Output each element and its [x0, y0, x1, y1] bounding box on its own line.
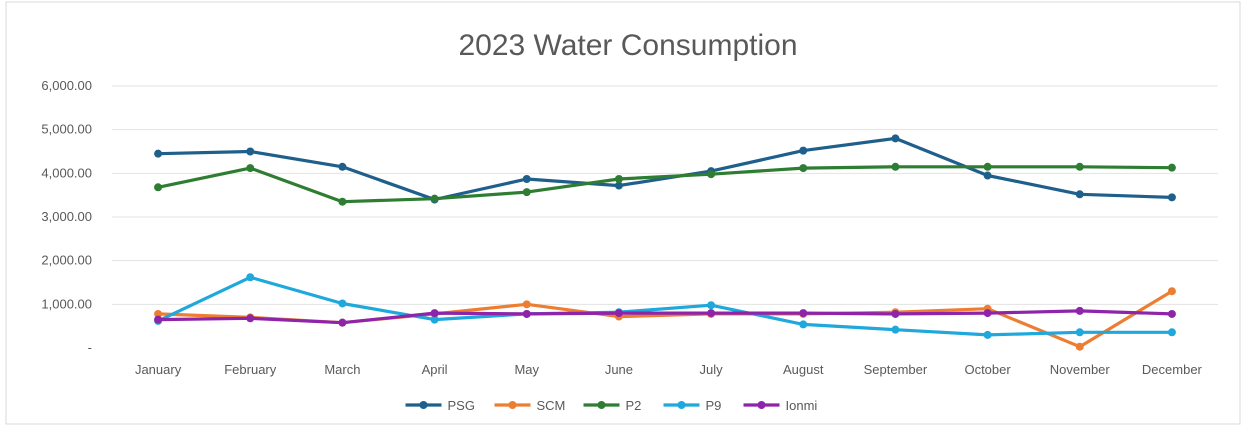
legend-swatch-marker: [597, 401, 606, 409]
data-point-p2: [799, 164, 808, 173]
data-point-ionmi: [983, 309, 992, 318]
data-point-psg: [799, 146, 808, 155]
data-point-ionmi: [891, 309, 900, 318]
legend-label: Ionmi: [786, 398, 818, 413]
data-point-p9: [1167, 328, 1176, 337]
x-tick-label: November: [1050, 362, 1111, 377]
data-point-p9: [799, 320, 808, 329]
data-point-psg: [246, 147, 255, 156]
y-tick-label: 3,000.00: [41, 209, 92, 224]
data-point-p2: [154, 183, 163, 192]
series-psg: [154, 134, 1176, 204]
data-point-scm: [522, 300, 531, 309]
x-tick-label: August: [783, 362, 824, 377]
data-point-psg: [522, 175, 531, 184]
legend-label: PSG: [448, 398, 475, 413]
chart-title: 2023 Water Consumption: [458, 29, 797, 62]
y-tick-label: 4,000.00: [41, 165, 92, 180]
data-point-ionmi: [614, 309, 623, 318]
data-point-ionmi: [799, 309, 808, 318]
data-point-p2: [1075, 162, 1084, 171]
data-point-p9: [246, 273, 255, 282]
y-tick-label: -: [88, 340, 92, 355]
data-point-p2: [614, 175, 623, 184]
legend-label: P9: [706, 398, 722, 413]
data-point-psg: [891, 134, 900, 143]
x-tick-label: July: [700, 362, 724, 377]
legend-item-p2: P2: [583, 398, 642, 413]
x-tick-label: May: [514, 362, 539, 377]
series-line-psg: [156, 136, 1174, 202]
x-tick-label: September: [864, 362, 928, 377]
data-point-p2: [891, 162, 900, 171]
x-axis-tick-labels: January February March April May June July Augu…: [135, 362, 1203, 377]
y-axis-tick-labels: - 1,000.00 2,000.00 3,000.00 4,000.00 5,000.0…: [41, 78, 92, 355]
gridlines: [112, 85, 1218, 305]
series-line-p9: [156, 275, 1174, 337]
y-tick-label: 1,000.00: [41, 296, 92, 311]
legend-swatch-marker: [677, 401, 686, 409]
data-point-ionmi: [338, 318, 347, 327]
data-point-psg: [154, 149, 163, 158]
legend-swatch-marker: [419, 401, 428, 409]
data-point-ionmi: [1167, 309, 1176, 318]
x-tick-label: December: [1142, 362, 1203, 377]
data-point-ionmi: [154, 315, 163, 324]
legend-item-ionmi: Ionmi: [743, 398, 818, 413]
data-point-p9: [891, 325, 900, 334]
data-point-p2: [707, 170, 716, 179]
data-point-p2: [1167, 163, 1176, 172]
legend-item-scm: SCM: [494, 398, 566, 413]
data-point-p2: [246, 164, 255, 173]
x-tick-label: February: [224, 362, 277, 377]
legend-swatch-marker: [757, 401, 766, 409]
x-tick-label: June: [605, 362, 633, 377]
data-point-p9: [983, 330, 992, 339]
data-point-p2: [522, 188, 531, 197]
y-tick-label: 5,000.00: [41, 122, 92, 137]
data-point-p2: [430, 194, 439, 203]
data-point-ionmi: [430, 309, 439, 318]
data-point-p9: [430, 315, 439, 324]
data-point-psg: [1167, 193, 1176, 202]
legend-label: SCM: [537, 398, 566, 413]
data-point-p2: [338, 197, 347, 206]
x-tick-label: October: [964, 362, 1011, 377]
series-p2: [154, 162, 1176, 206]
data-point-ionmi: [522, 309, 531, 318]
chart-area-border: [5, 1, 1241, 425]
series-line-p2: [156, 165, 1174, 204]
legend-item-p9: P9: [663, 398, 722, 413]
data-point-ionmi: [246, 314, 255, 323]
x-tick-label: March: [324, 362, 360, 377]
data-point-scm: [1167, 287, 1176, 296]
y-tick-label: 6,000.00: [41, 78, 92, 93]
data-point-psg: [614, 181, 623, 190]
series-line-ionmi: [156, 309, 1174, 325]
data-point-psg: [1075, 190, 1084, 199]
x-tick-label: January: [135, 362, 182, 377]
data-point-p9: [338, 299, 347, 308]
series-lines: [154, 134, 1176, 351]
legend-swatch-marker: [508, 401, 517, 409]
legend: PSG SCM P2 P9 Ionmi: [405, 398, 818, 413]
data-point-p9: [1075, 328, 1084, 337]
data-point-psg: [338, 162, 347, 171]
data-point-p9: [707, 301, 716, 310]
legend-label: P2: [626, 398, 642, 413]
data-point-ionmi: [1075, 306, 1084, 315]
x-tick-label: April: [422, 362, 448, 377]
data-point-p2: [983, 162, 992, 171]
data-point-ionmi: [707, 309, 716, 318]
data-point-scm: [154, 309, 163, 318]
data-point-psg: [983, 171, 992, 180]
y-tick-label: 2,000.00: [41, 253, 92, 268]
data-point-scm: [1075, 342, 1084, 351]
legend-item-psg: PSG: [405, 398, 475, 413]
series-ionmi: [154, 306, 1176, 327]
